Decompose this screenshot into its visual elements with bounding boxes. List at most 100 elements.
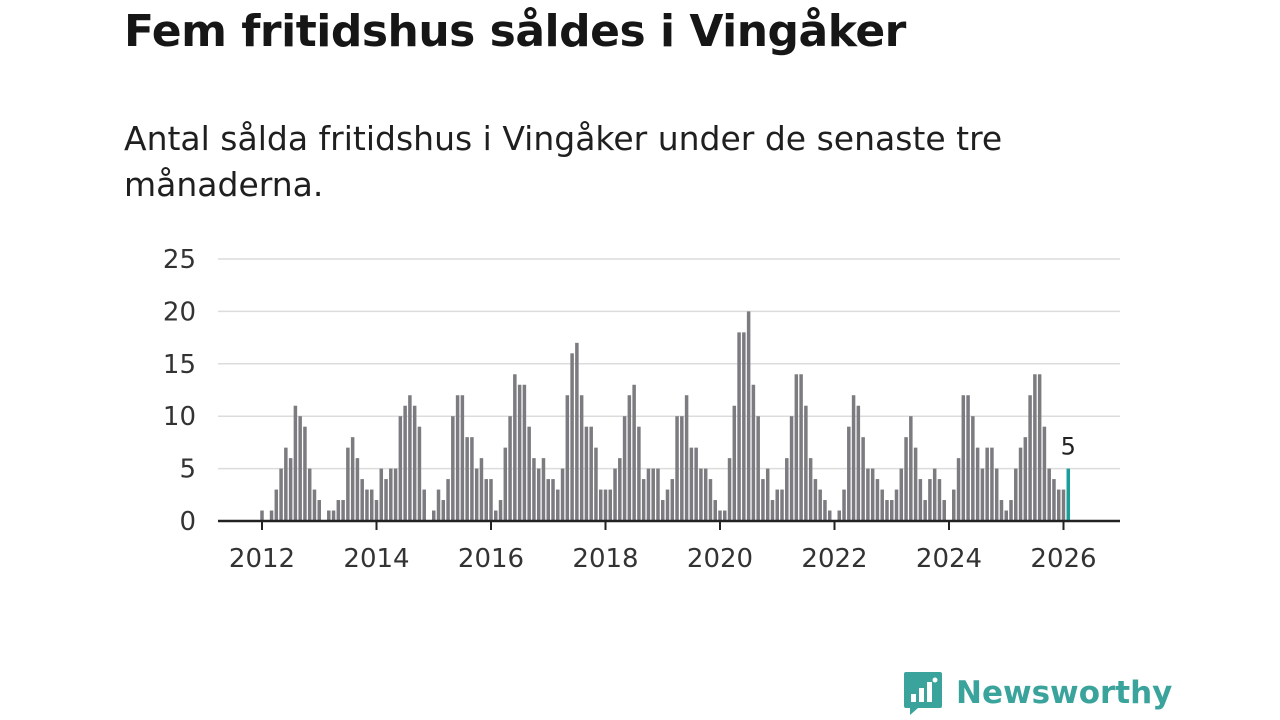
bar <box>818 489 822 521</box>
bar <box>808 458 813 521</box>
bar <box>1009 500 1013 521</box>
y-tick-label: 15 <box>163 350 196 380</box>
bar <box>699 468 703 521</box>
bar <box>484 479 488 521</box>
bar <box>570 353 574 521</box>
highlight-bar <box>1066 468 1071 521</box>
bar <box>804 405 808 521</box>
bar <box>975 447 980 521</box>
bar <box>498 500 503 521</box>
bar <box>584 426 589 521</box>
bar <box>890 500 894 521</box>
x-tick-label: 2012 <box>229 544 295 574</box>
bar <box>670 479 675 521</box>
bar <box>756 416 760 521</box>
bar <box>1047 468 1051 521</box>
bar <box>675 416 679 521</box>
bar <box>494 510 498 521</box>
bar <box>436 489 441 521</box>
bar <box>355 458 360 521</box>
bar <box>384 479 388 521</box>
bar <box>980 468 985 521</box>
bar <box>536 468 541 521</box>
bar <box>737 332 741 521</box>
bar <box>746 311 751 521</box>
bar <box>661 500 665 521</box>
bar <box>866 468 870 521</box>
brand-logo: Newsworthy <box>902 670 1172 716</box>
bar <box>703 468 708 521</box>
bar <box>813 479 818 521</box>
bar <box>1037 374 1042 521</box>
bar-series <box>260 311 1071 521</box>
x-tick-label: 2018 <box>572 544 638 574</box>
bar <box>637 426 641 521</box>
bar <box>999 500 1004 521</box>
bar <box>1018 447 1023 521</box>
bar <box>799 374 803 521</box>
bar <box>460 395 465 521</box>
bar <box>1028 395 1032 521</box>
bar <box>422 489 426 521</box>
bar <box>952 489 956 521</box>
bar <box>966 395 970 521</box>
bar <box>603 489 608 521</box>
bar <box>842 489 846 521</box>
y-tick-label: 5 <box>179 455 196 485</box>
bar <box>1042 426 1047 521</box>
bar <box>937 479 942 521</box>
x-tick-label: 2014 <box>343 544 409 574</box>
y-tick-label: 20 <box>163 297 196 327</box>
bar <box>575 342 579 521</box>
bar <box>532 458 536 521</box>
bar <box>713 500 717 521</box>
bar <box>751 384 756 521</box>
bar <box>517 384 522 521</box>
bar <box>288 458 293 521</box>
bar <box>627 395 632 521</box>
bar <box>956 458 961 521</box>
bar <box>608 489 613 521</box>
bar <box>641 479 646 521</box>
bar <box>312 489 317 521</box>
bar <box>451 416 455 521</box>
bar <box>775 489 779 521</box>
bar <box>393 468 398 521</box>
bar <box>932 468 937 521</box>
bar <box>274 489 279 521</box>
bar <box>761 479 765 521</box>
bar <box>870 468 875 521</box>
bar <box>985 447 989 521</box>
bar <box>589 426 593 521</box>
bar <box>785 458 789 521</box>
y-tick-label: 0 <box>179 507 196 537</box>
bar <box>303 426 307 521</box>
bar <box>403 405 407 521</box>
bar <box>1052 479 1056 521</box>
bar <box>341 500 345 521</box>
bar <box>780 489 784 521</box>
bar <box>875 479 880 521</box>
bar <box>369 489 374 521</box>
bar <box>904 437 908 521</box>
bar <box>336 500 341 521</box>
bar <box>727 458 732 521</box>
bar <box>417 426 422 521</box>
bar <box>365 489 369 521</box>
bar <box>541 458 546 521</box>
bar <box>598 489 603 521</box>
bar <box>284 447 288 521</box>
bar <box>684 395 689 521</box>
bar <box>1033 374 1037 521</box>
bar <box>732 405 737 521</box>
bar <box>651 468 655 521</box>
bar <box>847 426 851 521</box>
bar <box>928 479 932 521</box>
bar <box>489 479 493 521</box>
bar <box>665 489 670 521</box>
bar <box>971 416 975 521</box>
bar <box>579 395 584 521</box>
bar <box>293 405 298 521</box>
bar <box>708 479 713 521</box>
